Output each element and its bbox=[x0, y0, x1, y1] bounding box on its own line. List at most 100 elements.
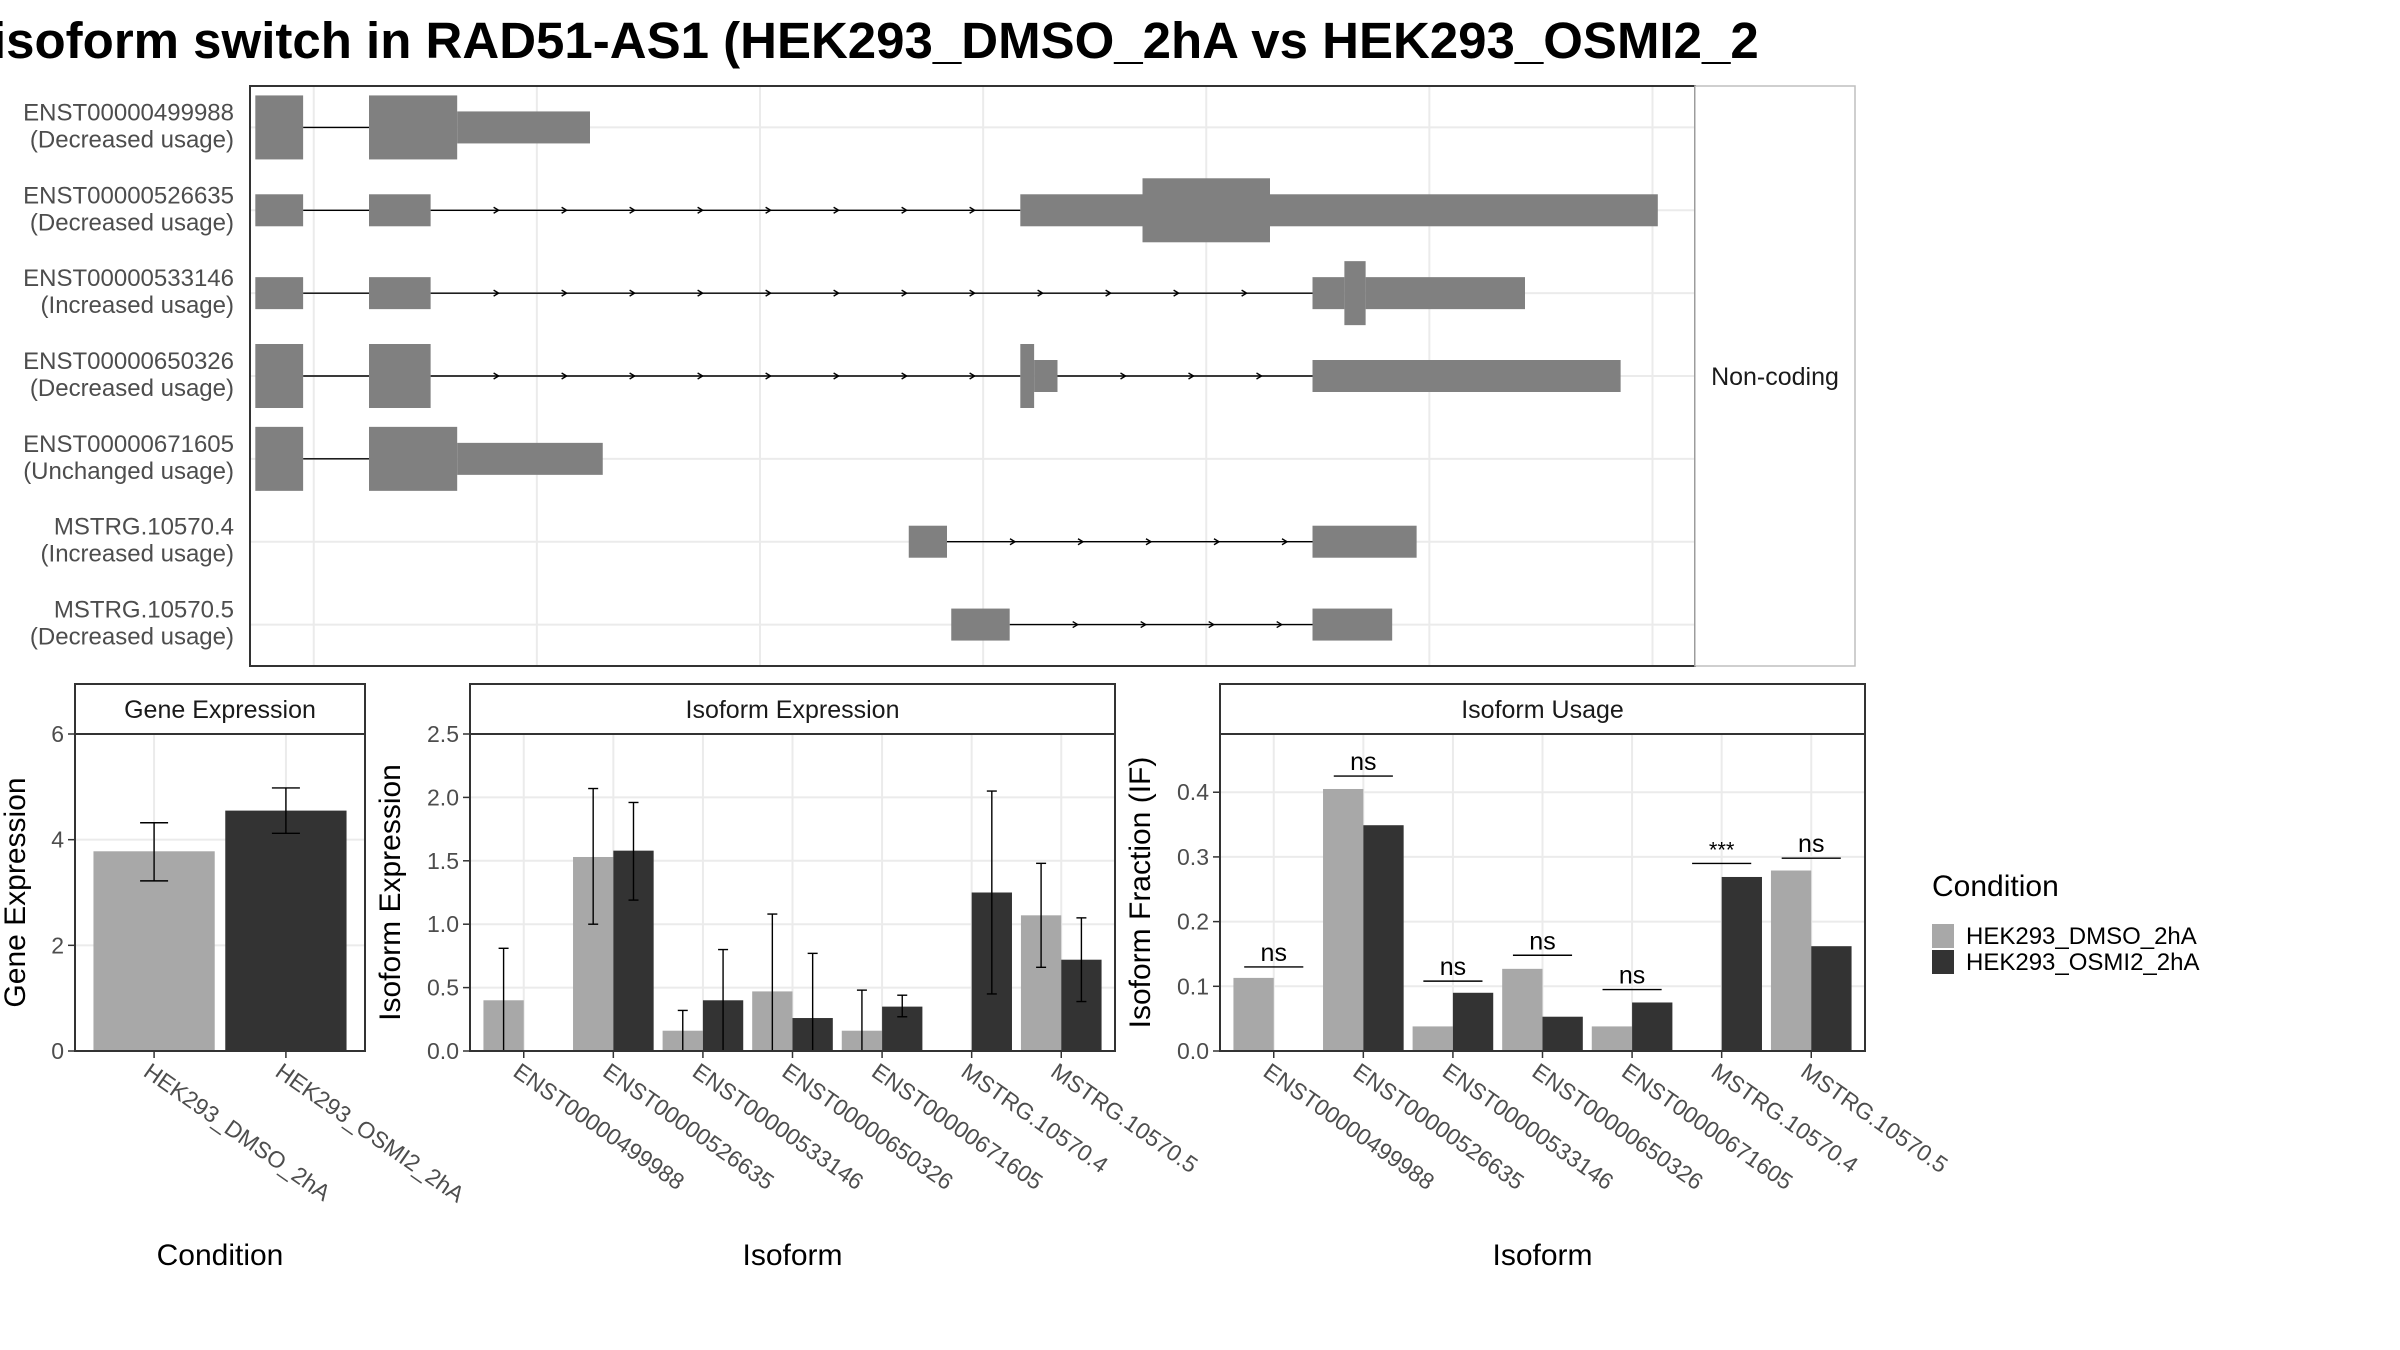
isoform-structure-row bbox=[255, 95, 590, 160]
isoform-structure-row bbox=[951, 608, 1393, 641]
bar bbox=[93, 851, 215, 1051]
exon-block bbox=[1344, 261, 1366, 326]
bar bbox=[1452, 992, 1494, 1051]
isoform-structure-row bbox=[255, 261, 1525, 326]
strand-arrow bbox=[1276, 620, 1284, 629]
exon-block bbox=[369, 277, 431, 310]
bar bbox=[1632, 1002, 1673, 1051]
strand-arrow bbox=[561, 206, 568, 214]
strand-arrow bbox=[1241, 289, 1248, 297]
isoform-row-usage: (Unchanged usage) bbox=[23, 458, 234, 485]
isoform-row-id: ENST00000533146 bbox=[23, 265, 234, 292]
strand-arrow bbox=[833, 372, 840, 380]
strand-arrow bbox=[1072, 620, 1080, 629]
plot-border bbox=[74, 733, 366, 1052]
strand-arrow bbox=[1077, 538, 1085, 546]
exon-block bbox=[255, 344, 304, 408]
bar bbox=[1770, 870, 1812, 1051]
significance-label: ns bbox=[1529, 927, 1555, 955]
strand-arrow bbox=[561, 289, 568, 297]
isoform-row-id: ENST00000671605 bbox=[23, 431, 234, 458]
legend-entry-label: HEK293_DMSO_2hA bbox=[1966, 923, 2197, 950]
exon-block bbox=[1020, 344, 1035, 408]
y-tick-label: 0 bbox=[51, 1038, 64, 1064]
coding-strip bbox=[1694, 85, 1856, 667]
bar bbox=[1542, 1016, 1583, 1051]
bar bbox=[1412, 1026, 1453, 1051]
isoform-row-usage: (Increased usage) bbox=[41, 292, 234, 319]
strand-arrow bbox=[493, 372, 500, 380]
strand-arrow bbox=[1145, 538, 1153, 546]
y-tick-label: 1.0 bbox=[427, 911, 459, 937]
strand-arrow bbox=[629, 289, 636, 297]
significance-label: *** bbox=[1709, 837, 1735, 862]
significance-label: ns bbox=[1798, 830, 1824, 858]
exon-block bbox=[369, 344, 431, 408]
bar bbox=[1323, 788, 1364, 1051]
y-axis-title: Isoform Expression bbox=[374, 764, 407, 1021]
strand-arrow bbox=[969, 289, 976, 297]
isoform-row-usage: (Decreased usage) bbox=[30, 209, 234, 236]
exon-block bbox=[908, 525, 947, 558]
exon-block bbox=[1312, 525, 1417, 558]
exon-block bbox=[457, 442, 603, 475]
exon-block bbox=[1034, 360, 1058, 392]
strand-arrow bbox=[493, 206, 500, 214]
bar bbox=[1233, 977, 1274, 1051]
y-tick-label: 0.5 bbox=[427, 975, 459, 1001]
isoform-row-usage: (Decreased usage) bbox=[30, 375, 234, 402]
significance-label: ns bbox=[1619, 962, 1645, 990]
y-tick-label: 0.4 bbox=[1177, 779, 1209, 805]
strand-arrow bbox=[1037, 289, 1044, 297]
strand-arrow bbox=[1120, 372, 1127, 380]
exon-block bbox=[1312, 277, 1345, 310]
strand-arrow bbox=[1281, 538, 1289, 546]
y-axis-title: Isoform Fraction (IF) bbox=[1124, 757, 1157, 1029]
strand-arrow bbox=[969, 206, 976, 214]
strand-arrow bbox=[833, 289, 840, 297]
strand-arrow bbox=[833, 206, 840, 214]
x-axis-title: Condition bbox=[157, 1239, 284, 1272]
y-tick-label: 0.1 bbox=[1177, 973, 1209, 999]
legend-swatch bbox=[1932, 950, 1954, 974]
strand-arrow bbox=[1173, 289, 1180, 297]
strand-arrow bbox=[901, 289, 908, 297]
strand-arrow bbox=[697, 206, 704, 214]
strand-arrow bbox=[697, 289, 704, 297]
significance-label: ns bbox=[1261, 939, 1287, 967]
exon-block bbox=[1270, 194, 1658, 227]
exon-block bbox=[1142, 178, 1270, 243]
bar bbox=[225, 810, 347, 1051]
strand-arrow bbox=[697, 372, 704, 380]
strand-arrow bbox=[1009, 538, 1017, 546]
legend-swatch bbox=[1932, 924, 1954, 948]
y-tick-label: 0.0 bbox=[427, 1038, 459, 1064]
panel-strip bbox=[74, 683, 366, 735]
bar bbox=[1721, 876, 1762, 1051]
isoform-row-id: MSTRG.10570.5 bbox=[54, 597, 234, 624]
bar bbox=[1502, 968, 1543, 1051]
strand-arrow bbox=[1105, 289, 1112, 297]
significance-label: ns bbox=[1440, 953, 1466, 981]
isoform-structure-row bbox=[255, 426, 603, 491]
exon-block bbox=[255, 426, 304, 491]
isoform-structure-row bbox=[255, 178, 1658, 243]
strand-arrow bbox=[765, 372, 772, 380]
legend-entry-label: HEK293_OSMI2_2hA bbox=[1966, 949, 2199, 976]
strand-arrow bbox=[901, 206, 908, 214]
exon-block bbox=[1312, 360, 1621, 392]
isoform-row-id: MSTRG.10570.4 bbox=[54, 514, 234, 541]
isoform-row-id: ENST00000526635 bbox=[23, 182, 234, 209]
isoform-row-usage: (Decreased usage) bbox=[30, 624, 234, 651]
bar bbox=[1363, 825, 1404, 1051]
legend-title: Condition bbox=[1932, 870, 2059, 903]
y-tick-label: 0.3 bbox=[1177, 844, 1209, 870]
coding-strip-label: Non-coding bbox=[1711, 363, 1839, 391]
exon-block bbox=[369, 194, 431, 227]
exon-block bbox=[1312, 608, 1393, 641]
exon-block bbox=[369, 95, 458, 160]
strand-arrow bbox=[1213, 538, 1221, 546]
bar bbox=[1591, 1026, 1633, 1051]
strand-arrow bbox=[629, 372, 636, 380]
strand-arrow bbox=[765, 289, 772, 297]
